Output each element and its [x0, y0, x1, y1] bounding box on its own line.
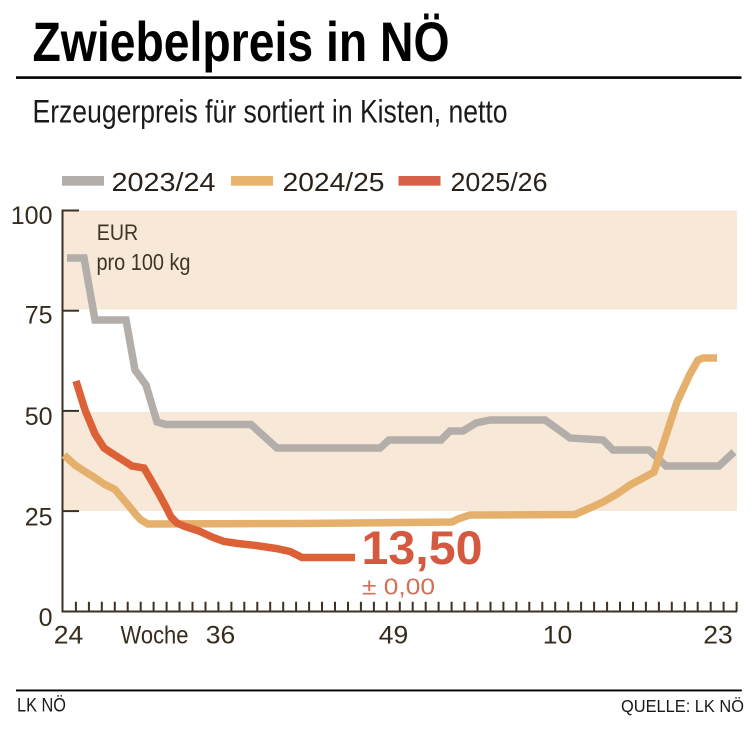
svg-text:24: 24 [54, 622, 84, 650]
svg-text:± 0,00: ± 0,00 [362, 574, 435, 600]
svg-text:QUELLE: LK NÖ: QUELLE: LK NÖ [621, 696, 744, 716]
svg-text:100: 100 [11, 202, 53, 230]
svg-text:pro 100 kg: pro 100 kg [97, 249, 191, 275]
svg-text:Zwiebelpreis in NÖ: Zwiebelpreis in NÖ [33, 10, 450, 73]
svg-text:13,50: 13,50 [362, 522, 483, 575]
svg-text:23: 23 [703, 622, 733, 650]
svg-text:10: 10 [543, 622, 573, 650]
svg-text:2025/26: 2025/26 [451, 167, 548, 197]
svg-text:50: 50 [25, 403, 53, 431]
svg-text:EUR: EUR [97, 220, 138, 245]
svg-text:2023/24: 2023/24 [112, 167, 216, 197]
svg-text:Erzeugerpreis für sortiert in: Erzeugerpreis für sortiert in Kisten, ne… [33, 93, 508, 129]
svg-text:75: 75 [25, 301, 53, 329]
svg-text:0: 0 [39, 604, 53, 632]
svg-text:Woche: Woche [121, 622, 189, 650]
svg-text:49: 49 [379, 622, 409, 650]
svg-text:36: 36 [206, 622, 236, 650]
svg-text:25: 25 [25, 504, 53, 532]
svg-text:LK NÖ: LK NÖ [17, 696, 66, 717]
svg-text:2024/25: 2024/25 [283, 167, 385, 197]
